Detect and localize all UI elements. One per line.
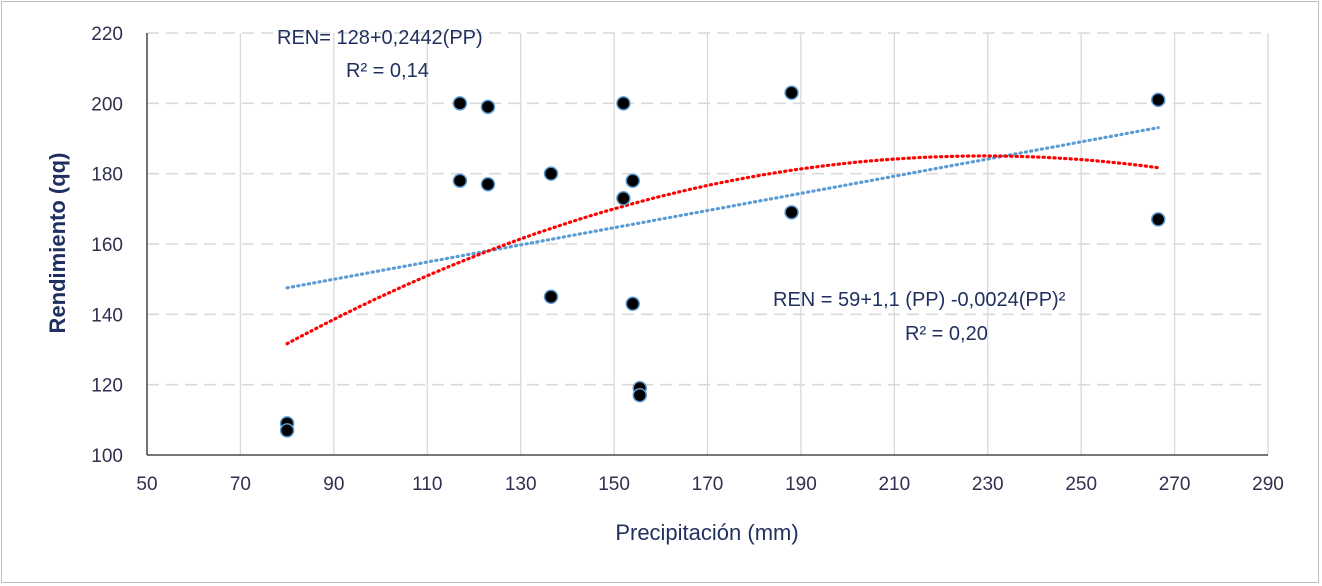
x-tick-label: 150 (598, 474, 630, 495)
grid-lines (147, 32, 1269, 455)
x-tick-label: 210 (878, 474, 910, 495)
linear-equation-label: REN= 128+0,2442(PP) (277, 27, 483, 49)
data-point (616, 191, 631, 206)
data-point (480, 99, 496, 115)
linear-r2-label: R² = 0,14 (346, 60, 429, 82)
y-tick-label: 140 (91, 305, 123, 326)
polynomial-trendline (285, 154, 1160, 346)
data-point (452, 96, 468, 111)
data-point (1150, 212, 1166, 227)
y-tick-label: 120 (91, 376, 123, 397)
y-tick-label: 180 (91, 165, 123, 186)
x-tick-label: 70 (230, 474, 251, 495)
x-tick-label: 90 (323, 474, 344, 495)
data-point (784, 205, 799, 220)
polynomial-equation-label: REN = 59+1,1 (PP) -0,0024(PP)² (773, 289, 1066, 311)
x-tick-label: 170 (692, 474, 724, 495)
y-tick-label: 100 (91, 446, 123, 467)
x-tick-label: 130 (505, 474, 537, 495)
x-tick-label: 270 (1159, 474, 1191, 495)
y-tick-label: 160 (91, 235, 123, 256)
data-point (1150, 92, 1166, 108)
x-tick-label: 290 (1252, 474, 1284, 495)
x-tick-label: 250 (1065, 474, 1097, 495)
x-axis-title: Precipitación (mm) (615, 520, 798, 545)
data-point (632, 387, 648, 403)
y-tick-label: 220 (91, 24, 123, 45)
data-point (616, 96, 631, 111)
x-tick-label: 230 (972, 474, 1004, 495)
linear-trendline (285, 126, 1160, 290)
data-point (784, 85, 799, 101)
axes (146, 33, 1268, 456)
data-point (452, 173, 468, 188)
x-tick-label: 50 (136, 474, 157, 495)
data-points (279, 85, 1166, 438)
tick-labels: 50 70 90 110 130 150 170 190 210 230 250 270 290 100 1… (91, 24, 1284, 495)
polynomial-r2-label: R² = 0,20 (905, 323, 988, 345)
x-tick-label: 190 (785, 474, 817, 495)
data-point (625, 296, 641, 312)
trendlines (285, 126, 1160, 346)
data-point (543, 166, 559, 181)
data-point (480, 176, 496, 192)
data-point (279, 423, 295, 438)
data-point (625, 173, 641, 188)
y-tick-label: 200 (91, 94, 123, 115)
y-axis-title: Rendimiento (qq) (45, 153, 70, 334)
x-tick-label: 110 (412, 474, 442, 495)
data-point (543, 289, 559, 304)
